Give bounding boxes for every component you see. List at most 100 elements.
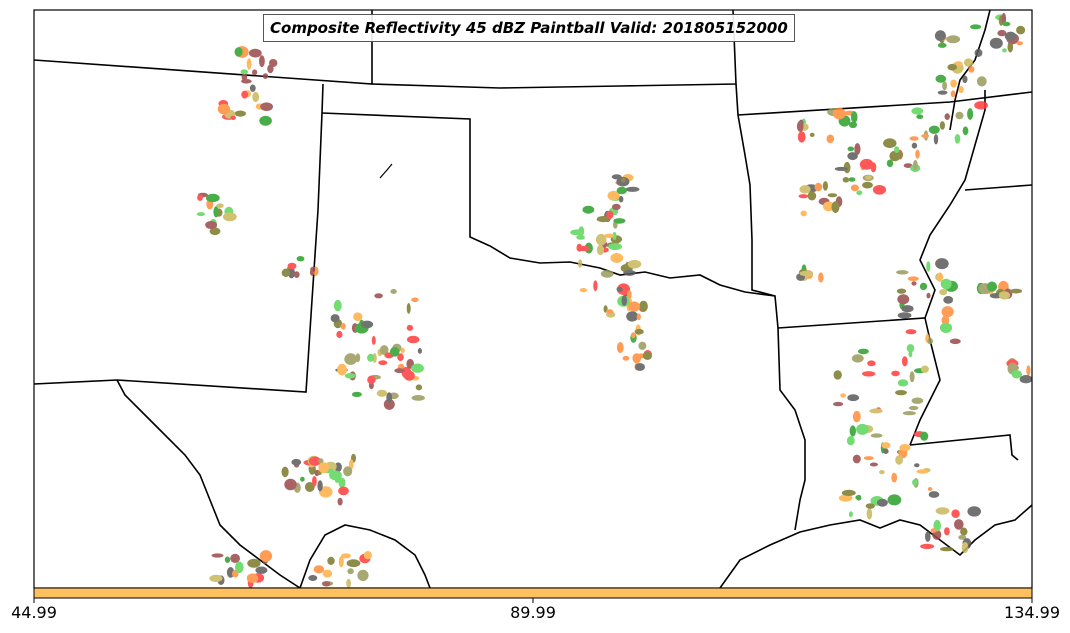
reflectivity-blob xyxy=(859,158,874,170)
reflectivity-blob xyxy=(347,568,354,575)
reflectivity-blob xyxy=(363,551,372,560)
reflectivity-blob xyxy=(415,384,423,391)
reflectivity-blob xyxy=(886,159,894,168)
reflectivity-blob xyxy=(915,149,920,159)
reflectivity-blob xyxy=(626,311,639,322)
reflectivity-blob xyxy=(997,29,1007,37)
reflectivity-blob xyxy=(403,370,415,381)
reflectivity-blob xyxy=(856,190,863,195)
reflectivity-blob xyxy=(891,472,898,483)
reflectivity-blob xyxy=(622,355,630,361)
reflectivity-blob xyxy=(847,394,860,402)
reflectivity-blob xyxy=(850,184,860,192)
reflectivity-blob xyxy=(849,425,856,437)
reflectivity-blob xyxy=(939,322,953,333)
reflectivity-blob xyxy=(593,280,598,292)
reflectivity-blob xyxy=(642,351,653,360)
reflectivity-blob xyxy=(891,370,900,377)
reflectivity-blob xyxy=(383,398,395,410)
reflectivity-blob xyxy=(950,79,957,88)
reflectivity-blob xyxy=(857,348,869,355)
reflectivity-blob xyxy=(833,401,844,407)
reflectivity-blob xyxy=(612,231,617,241)
gulf-coast xyxy=(719,504,1032,588)
reflectivity-blob xyxy=(974,48,983,58)
reflectivity-blob xyxy=(866,508,873,520)
reflectivity-blob xyxy=(217,103,231,115)
reflectivity-blob xyxy=(293,271,300,278)
reflectivity-blob xyxy=(928,491,940,498)
reflectivity-blob xyxy=(313,565,325,574)
reflectivity-blob xyxy=(897,294,910,305)
reflectivity-blob xyxy=(604,233,615,238)
reflectivity-blob xyxy=(638,341,647,350)
reflectivity-blob xyxy=(1019,375,1032,384)
reflectivity-blob xyxy=(912,479,918,486)
reflectivity-blob xyxy=(411,395,425,401)
reflectivity-blob xyxy=(618,195,624,203)
reflectivity-blob xyxy=(934,30,946,42)
reflectivity-blob xyxy=(926,261,931,272)
reflectivity-blob xyxy=(343,466,353,477)
reflectivity-blob xyxy=(897,312,912,319)
reflectivity-blob xyxy=(367,353,375,362)
reflectivity-blob xyxy=(379,345,389,355)
reflectivity-blob xyxy=(911,107,924,115)
reflectivity-blob xyxy=(308,456,322,466)
map-background xyxy=(34,10,1032,588)
reflectivity-blob xyxy=(869,462,879,467)
reflectivity-blob xyxy=(892,150,904,160)
reflectivity-blob xyxy=(606,309,614,314)
reflectivity-blob xyxy=(327,556,335,566)
reflectivity-blob xyxy=(344,353,358,365)
reflectivity-blob xyxy=(852,454,861,464)
reflectivity-blob xyxy=(896,288,907,294)
reflectivity-blob xyxy=(308,575,318,581)
border-ok-ar xyxy=(735,83,779,329)
reflectivity-blob xyxy=(389,347,400,357)
reflectivity-blob xyxy=(230,553,241,564)
reflectivity-blob xyxy=(822,181,829,191)
reflectivity-blob xyxy=(909,136,919,141)
reflectivity-blob xyxy=(927,487,933,491)
reflectivity-blob xyxy=(943,296,954,304)
reflectivity-blob xyxy=(196,212,205,217)
reflectivity-blob xyxy=(916,114,924,119)
reflectivity-blob xyxy=(224,556,231,563)
reflectivity-blob xyxy=(608,243,622,251)
reflectivity-blob xyxy=(319,486,333,498)
reflectivity-blob xyxy=(911,281,917,286)
reflectivity-blob xyxy=(330,314,340,323)
reflectivity-blob xyxy=(855,495,862,500)
reflectivity-blob xyxy=(856,423,869,435)
reflectivity-blob xyxy=(897,379,909,387)
reflectivity-blob xyxy=(930,528,937,533)
reflectivity-blob xyxy=(371,335,376,345)
reflectivity-blob xyxy=(961,542,969,554)
reflectivity-blob xyxy=(386,392,393,403)
reflectivity-blob xyxy=(394,368,405,374)
reflectivity-blob xyxy=(937,90,948,95)
reflectivity-blob xyxy=(920,543,935,550)
reflectivity-blob xyxy=(899,444,911,452)
reflectivity-blob xyxy=(870,433,883,438)
border-mo-ar xyxy=(737,91,1032,116)
reflectivity-blob xyxy=(357,569,369,582)
reflectivity-blob xyxy=(986,281,998,292)
reflectivity-blob xyxy=(1002,48,1007,53)
reflectivity-blob xyxy=(340,322,346,330)
reflectivity-blob xyxy=(962,75,968,84)
reflectivity-blob xyxy=(798,194,809,199)
reflectivity-blob xyxy=(611,203,621,211)
reflectivity-blob xyxy=(887,494,902,506)
reflectivity-blob xyxy=(406,324,414,331)
reflectivity-blob xyxy=(291,458,302,466)
reflectivity-blob xyxy=(338,556,344,568)
reflectivity-blob xyxy=(967,506,981,517)
reflectivity-blob xyxy=(901,356,908,367)
reflectivity-blob xyxy=(901,305,914,313)
reflectivity-blob xyxy=(329,470,342,481)
reflectivity-blob xyxy=(616,186,627,195)
reflectivity-blob xyxy=(596,216,610,223)
